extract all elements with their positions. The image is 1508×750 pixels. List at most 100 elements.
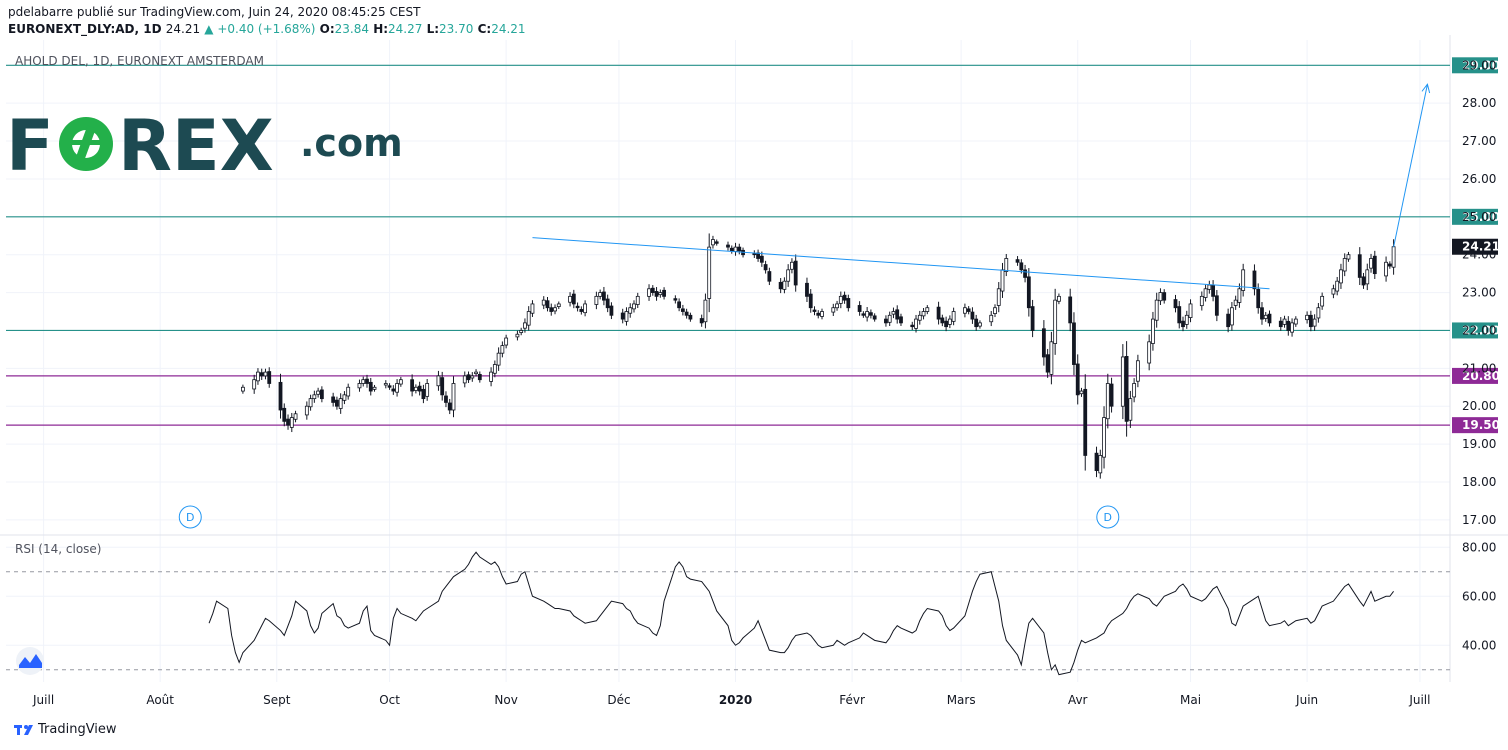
candle-body <box>940 317 945 324</box>
candle <box>278 373 283 419</box>
forex-logo: F REX .com <box>6 105 403 187</box>
candle <box>474 369 478 377</box>
candle-body <box>583 303 588 314</box>
candle-body <box>677 301 682 309</box>
time-tick-label: Juill <box>1408 693 1430 707</box>
candle <box>857 301 862 316</box>
candle <box>842 291 847 304</box>
candle <box>289 412 294 433</box>
candle <box>308 394 313 411</box>
candle <box>1109 377 1114 413</box>
candle-body <box>594 295 599 305</box>
candle <box>319 386 324 403</box>
candle-body <box>974 318 979 328</box>
candle <box>1105 373 1110 429</box>
candle-body <box>884 318 888 324</box>
symbol-ohlc-bar: EURONEXT_DLY:AD, 1D 24.21 ▲ +0.40 (+1.68… <box>8 22 526 36</box>
candle <box>1075 354 1080 405</box>
candle-body <box>831 307 836 313</box>
footer[interactable]: TradingView <box>14 722 117 737</box>
candle-body <box>421 388 426 400</box>
candle-body <box>707 246 712 299</box>
candle-body <box>526 311 531 326</box>
candle <box>335 396 339 410</box>
candle <box>899 313 903 326</box>
candle <box>425 379 430 401</box>
candle-body <box>361 379 366 384</box>
logo-letter-f: F <box>6 105 54 187</box>
candle <box>861 311 866 318</box>
candle <box>925 305 930 315</box>
time-tick-label: Oct <box>379 693 400 707</box>
candle-body <box>1312 318 1317 327</box>
candle <box>312 390 317 403</box>
candle-body <box>910 324 915 328</box>
candle <box>1391 239 1396 275</box>
candle-body <box>413 386 418 391</box>
candle <box>887 311 892 326</box>
candle <box>699 314 704 327</box>
candle <box>729 245 734 254</box>
candle <box>436 370 441 391</box>
candle <box>346 383 351 400</box>
candle <box>733 242 738 256</box>
candle <box>1369 253 1373 273</box>
level-tag <box>1452 367 1498 384</box>
candle <box>583 300 588 317</box>
candle-body <box>1132 383 1137 398</box>
time-tick-label: Mai <box>1180 693 1201 707</box>
candle-body <box>1000 269 1005 292</box>
candle <box>808 289 813 313</box>
candle-body <box>259 372 264 377</box>
time-tick-label: Févr <box>839 693 865 707</box>
candle <box>917 310 922 325</box>
candle-body <box>500 345 505 354</box>
candle <box>1181 316 1185 332</box>
time-tick-label: Août <box>146 693 174 707</box>
candle <box>417 381 422 396</box>
candle <box>1331 284 1336 299</box>
candle-body <box>778 281 783 290</box>
price-tick-label: 18.00 <box>1462 475 1496 489</box>
candle <box>598 289 603 300</box>
candle <box>868 309 873 319</box>
candle <box>974 314 979 331</box>
candle <box>286 414 290 430</box>
candle <box>391 385 396 395</box>
candle-body <box>1068 296 1073 324</box>
candle-body <box>440 377 445 396</box>
candle <box>492 360 497 378</box>
candle <box>571 289 576 309</box>
candle <box>1308 310 1313 332</box>
price-tick-label: 17.00 <box>1462 513 1496 527</box>
candle <box>1135 354 1140 388</box>
candle <box>1312 314 1317 331</box>
price-tick-label: 29.00 <box>1462 58 1496 72</box>
candle-body <box>714 241 719 244</box>
candle <box>662 287 666 300</box>
candle-body <box>1316 307 1321 319</box>
candle-body <box>602 291 606 301</box>
candle-body <box>838 295 843 304</box>
candle <box>963 303 967 318</box>
candle <box>970 307 975 324</box>
candle <box>680 304 685 316</box>
candle <box>1384 256 1388 282</box>
candle-body <box>620 312 625 320</box>
candle <box>477 371 482 383</box>
candle <box>523 318 527 333</box>
candle <box>1342 253 1347 277</box>
candle <box>947 315 952 329</box>
candle-body <box>1041 328 1046 358</box>
candle-body <box>1308 314 1313 328</box>
candle-body <box>387 385 392 388</box>
symbol-label[interactable]: EURONEXT_DLY:AD, 1D <box>8 22 162 36</box>
candle-body <box>978 322 982 327</box>
candle <box>1023 264 1027 283</box>
close-value: 24.21 <box>491 22 526 36</box>
candle-body <box>782 280 787 290</box>
candle-body <box>1369 258 1373 269</box>
candle <box>1162 289 1167 304</box>
candle-body <box>1335 280 1340 292</box>
